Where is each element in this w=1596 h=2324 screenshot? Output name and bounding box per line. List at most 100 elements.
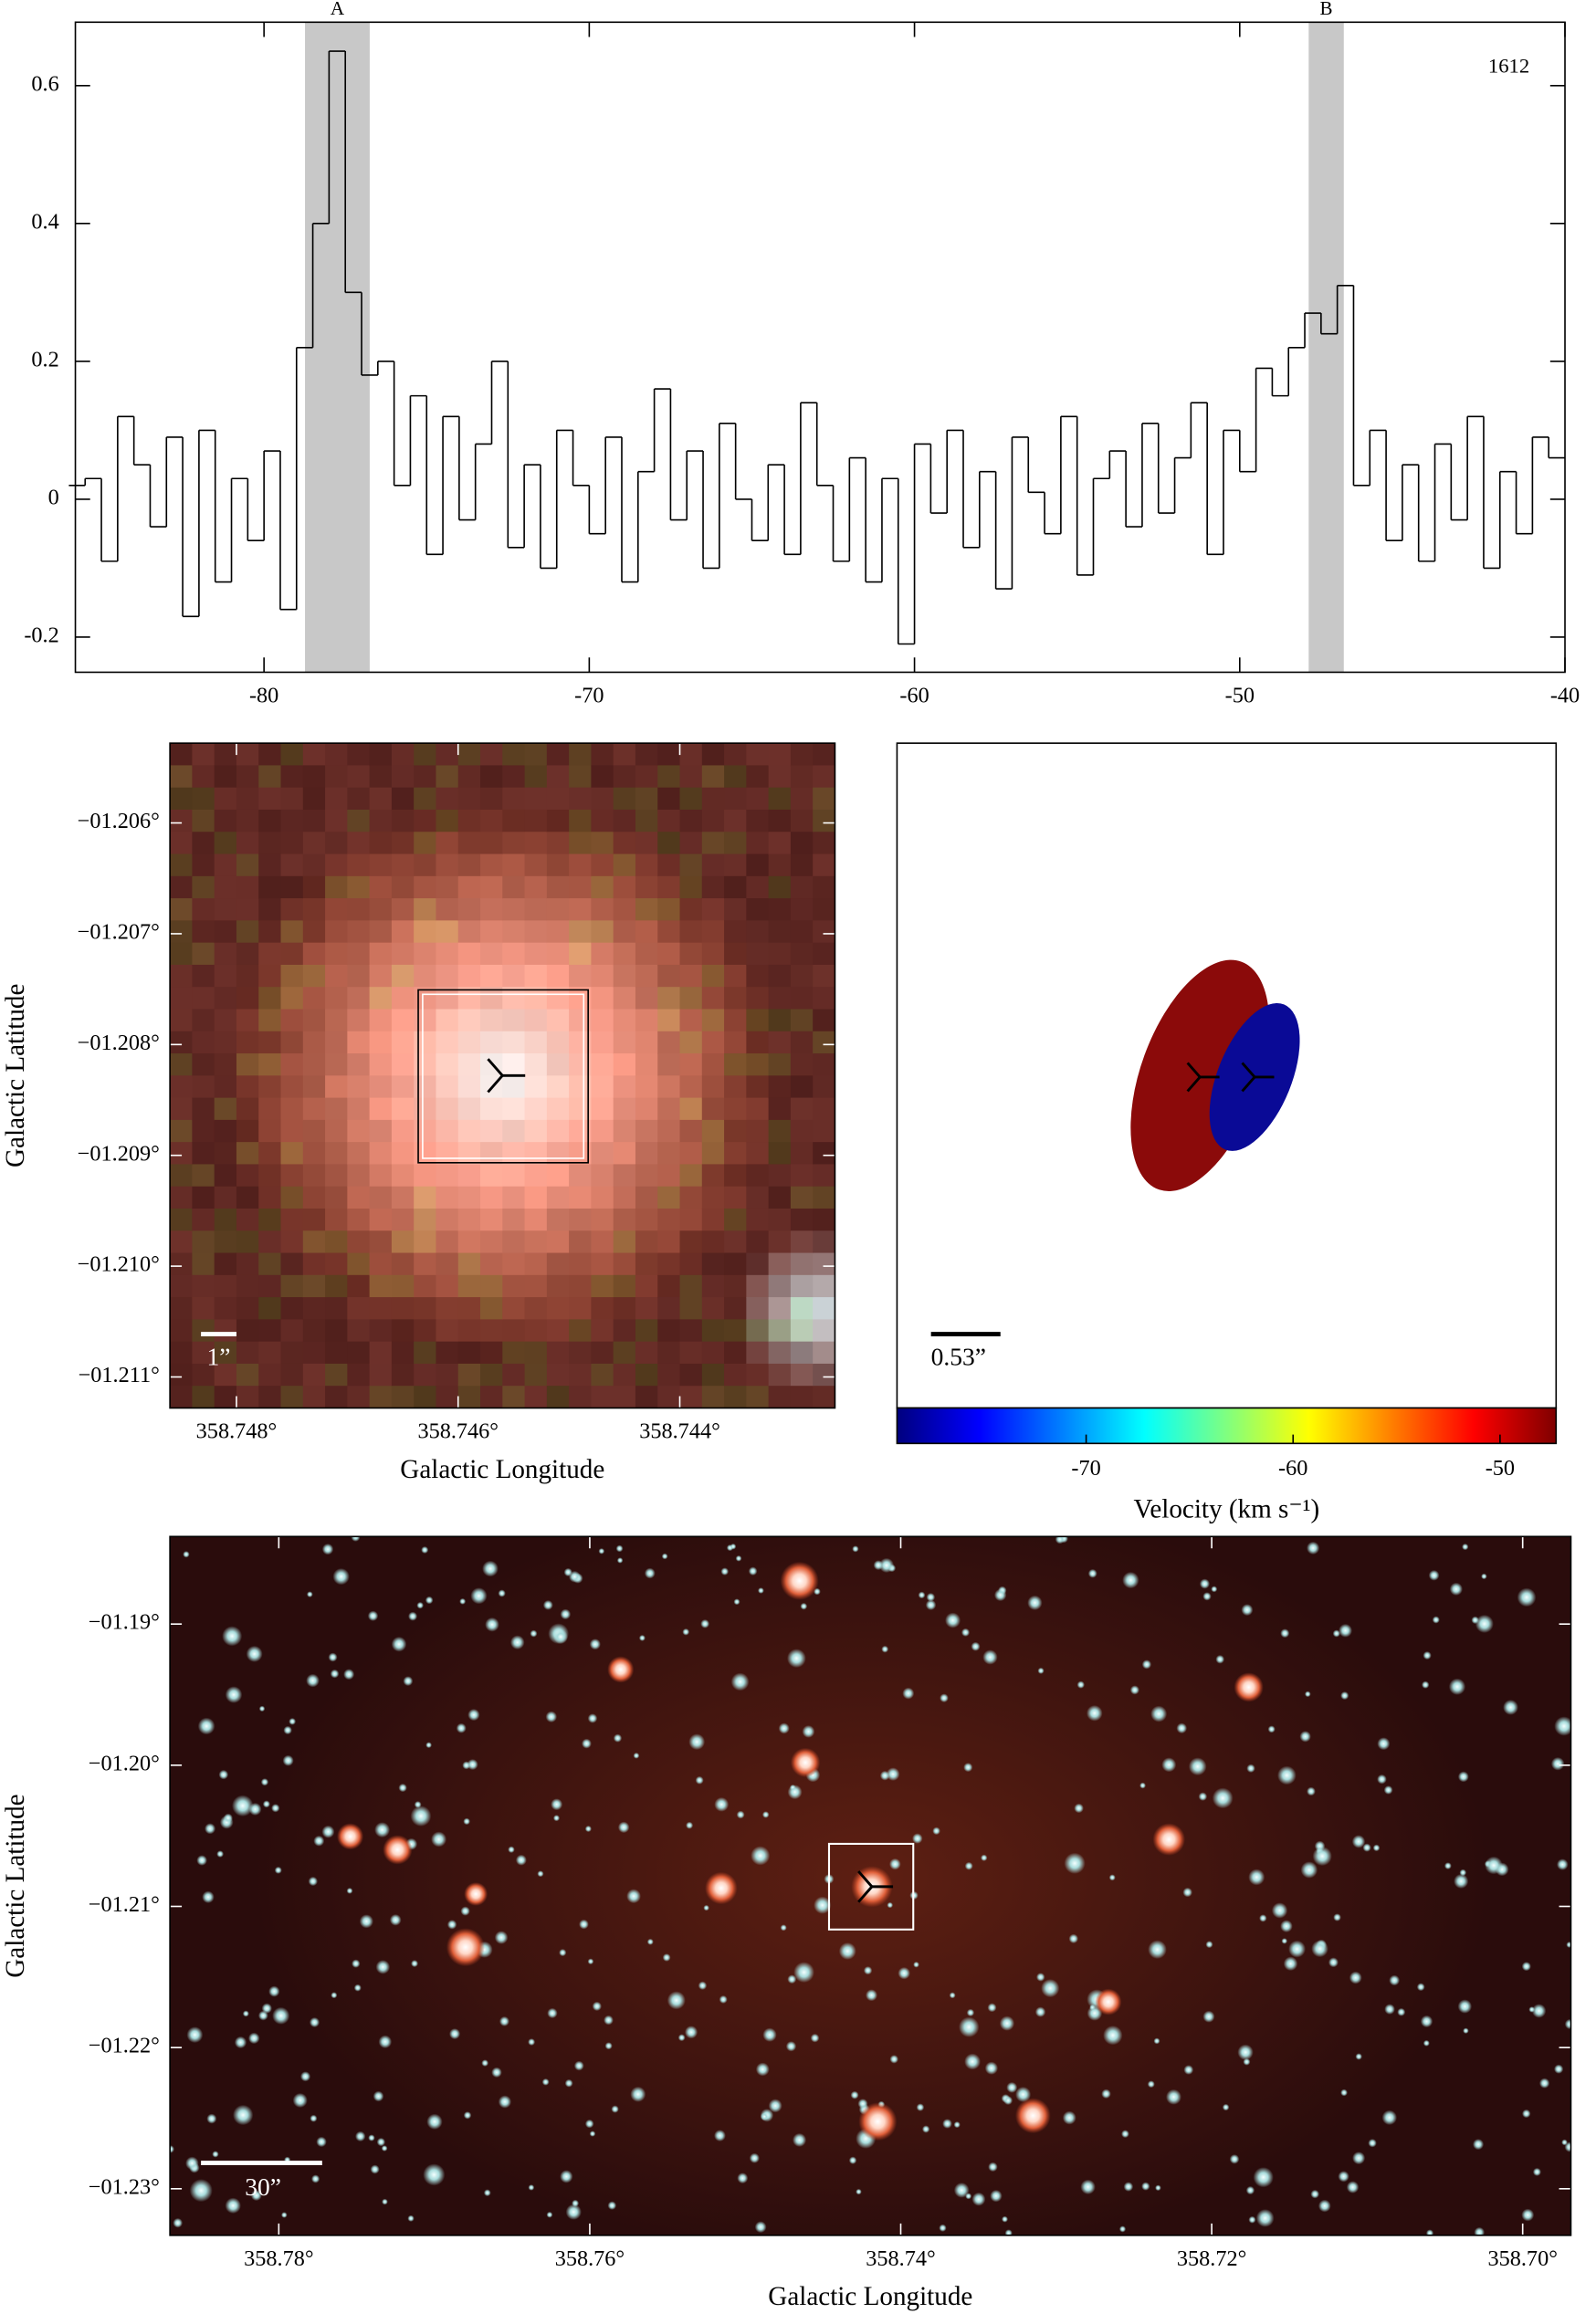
pixel [391, 1363, 415, 1387]
pixel [347, 1341, 371, 1365]
pixel [569, 809, 593, 833]
pixel [280, 1363, 304, 1387]
pixel [635, 1119, 659, 1143]
pixel [214, 809, 237, 833]
pixel [813, 809, 835, 833]
pixel [524, 1230, 548, 1254]
star [499, 2015, 509, 2026]
pixel [524, 743, 548, 767]
pixel [280, 1341, 304, 1365]
pixel [457, 1142, 481, 1166]
star [878, 1557, 895, 1573]
pixel [480, 898, 504, 922]
pixel [591, 1363, 614, 1387]
pixel [214, 875, 237, 899]
y-tick-label: −01.211° [79, 1363, 160, 1387]
pixel [569, 1186, 593, 1209]
pixel [635, 832, 659, 855]
pixel [192, 1053, 215, 1077]
pixel [813, 1031, 835, 1054]
pixel [302, 1053, 326, 1077]
pixel [813, 1075, 835, 1099]
star [592, 2001, 602, 2012]
pixel [347, 898, 371, 922]
pixel [369, 942, 393, 966]
pixel [414, 1031, 437, 1054]
star [1165, 2088, 1181, 2105]
pixel [768, 1053, 792, 1077]
pixel [302, 987, 326, 1010]
pixel [258, 1208, 282, 1232]
star [1255, 2209, 1275, 2227]
star [1277, 1765, 1297, 1785]
star [391, 1636, 407, 1652]
pixel [236, 1031, 260, 1054]
pixel [701, 1230, 725, 1254]
pixel [546, 1341, 570, 1365]
pixel [391, 1208, 415, 1232]
pixel [591, 1252, 614, 1276]
pixel [369, 1097, 393, 1121]
pixel [236, 1297, 260, 1321]
star [1312, 1846, 1332, 1867]
pixel [502, 1208, 526, 1232]
pixel [457, 809, 481, 833]
pixel [391, 787, 415, 811]
pixel [613, 1230, 636, 1254]
star [737, 2172, 749, 2184]
star [961, 1628, 971, 1637]
colorbar-label: Velocity (km s⁻¹) [1134, 1494, 1320, 1523]
pixel [613, 942, 636, 966]
pixel [170, 1186, 194, 1209]
pixel [391, 1252, 415, 1276]
pixel [325, 1119, 349, 1143]
star [483, 2189, 491, 2197]
y-tick-label: −01.23° [89, 2174, 160, 2199]
pixel [701, 1142, 725, 1166]
pixel [591, 1341, 614, 1365]
star [274, 1866, 282, 1874]
pixel [746, 942, 770, 966]
pixel [679, 875, 703, 899]
pixel [347, 942, 371, 966]
pixel [369, 743, 393, 767]
star [1300, 1861, 1318, 1879]
pixel [391, 1386, 415, 1408]
star [749, 2152, 760, 2163]
pixel [436, 898, 459, 922]
pixel [569, 1386, 593, 1408]
star [1554, 2064, 1564, 2074]
star [1205, 1941, 1213, 1949]
star [630, 2086, 646, 2102]
y-tick-label: −01.208° [78, 1031, 160, 1055]
star [1074, 1803, 1084, 1814]
star [613, 1733, 623, 1743]
bright-star [337, 1823, 364, 1850]
pixel [657, 1297, 681, 1321]
pixel [347, 1186, 371, 1209]
pixel [214, 1119, 237, 1143]
star [331, 1992, 338, 1999]
pixel [746, 1230, 770, 1254]
pixel [414, 1252, 437, 1276]
pixel [192, 1297, 215, 1321]
pixel [258, 1319, 282, 1343]
star [1564, 2141, 1571, 2152]
pixel [502, 1164, 526, 1188]
star [768, 2099, 782, 2113]
star [886, 1767, 900, 1781]
pixel [813, 1119, 835, 1143]
pixel [746, 1319, 770, 1343]
pixel [214, 1297, 237, 1321]
star [330, 1669, 340, 1679]
pixel [414, 1363, 437, 1387]
x-tick-label: 358.744° [639, 1419, 720, 1444]
pixel [613, 743, 636, 767]
star [1481, 1573, 1487, 1580]
pixel [613, 920, 636, 944]
pixel [192, 1119, 215, 1143]
star [698, 1981, 708, 1991]
pixel [170, 743, 194, 767]
pixel [813, 1009, 835, 1032]
pixel [436, 1097, 459, 1121]
